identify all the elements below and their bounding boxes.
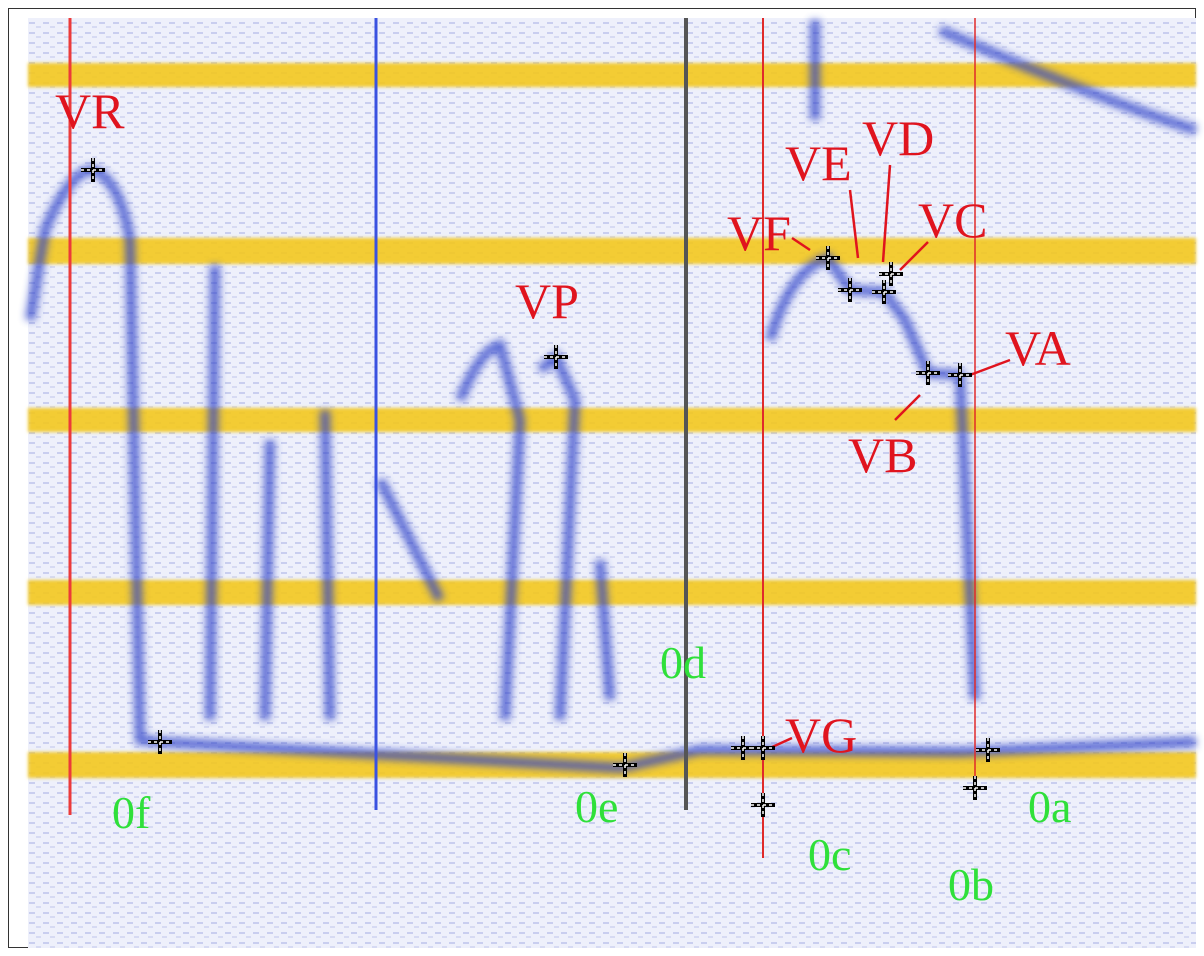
markers (81, 158, 1000, 817)
crosshair-core (872, 280, 896, 304)
annotation-label: 0b (948, 859, 994, 910)
annotation-label: 0d (660, 637, 706, 688)
crosshair (879, 262, 903, 286)
crosshair (751, 793, 775, 817)
annotation-label: VD (862, 110, 934, 166)
crosshair-core (838, 278, 862, 302)
annotation-label: VA (1005, 320, 1071, 376)
crosshair (838, 278, 862, 302)
annotation-label: 0e (575, 781, 618, 832)
labels: VR VP VF VE VD VC VA VB VG 0d 0f 0e 0c 0b 0a (55, 83, 1071, 910)
crosshair (613, 753, 637, 777)
crosshair (544, 345, 568, 369)
annotation-label: VE (785, 135, 852, 191)
crosshair-core (816, 246, 840, 270)
background (28, 18, 1196, 948)
crosshair-core (916, 361, 940, 385)
crosshair (963, 776, 987, 800)
crosshair-core (948, 363, 972, 387)
yellow-bands (28, 63, 1196, 778)
leader-lines (769, 164, 1011, 750)
annotation-label: VR (55, 83, 125, 139)
annotation-label: VF (727, 205, 791, 261)
crosshair (948, 363, 972, 387)
annotation-label: VG (785, 707, 857, 763)
crosshair-core (613, 753, 637, 777)
crosshair (872, 280, 896, 304)
crosshair (81, 158, 105, 182)
crosshair (751, 736, 775, 760)
crosshair-core (81, 158, 105, 182)
annotation-label: 0f (112, 787, 151, 838)
crosshair-core (879, 262, 903, 286)
crosshair (916, 361, 940, 385)
traces (25, 20, 1198, 774)
annotation-label: 0a (1028, 781, 1071, 832)
guide-lines (68, 18, 976, 858)
crosshair-core (148, 730, 172, 754)
crosshair (816, 246, 840, 270)
crosshair (148, 730, 172, 754)
annotation-label: VP (515, 273, 579, 329)
crosshair-core (976, 738, 1000, 762)
annotation-label: VC (918, 192, 987, 248)
crosshair-core (963, 776, 987, 800)
crosshair-core (751, 736, 775, 760)
crosshair (976, 738, 1000, 762)
crosshair-core (751, 793, 775, 817)
crosshair-core (544, 345, 568, 369)
annotation-label: 0c (808, 829, 851, 880)
annotation-label: VB (848, 427, 917, 483)
